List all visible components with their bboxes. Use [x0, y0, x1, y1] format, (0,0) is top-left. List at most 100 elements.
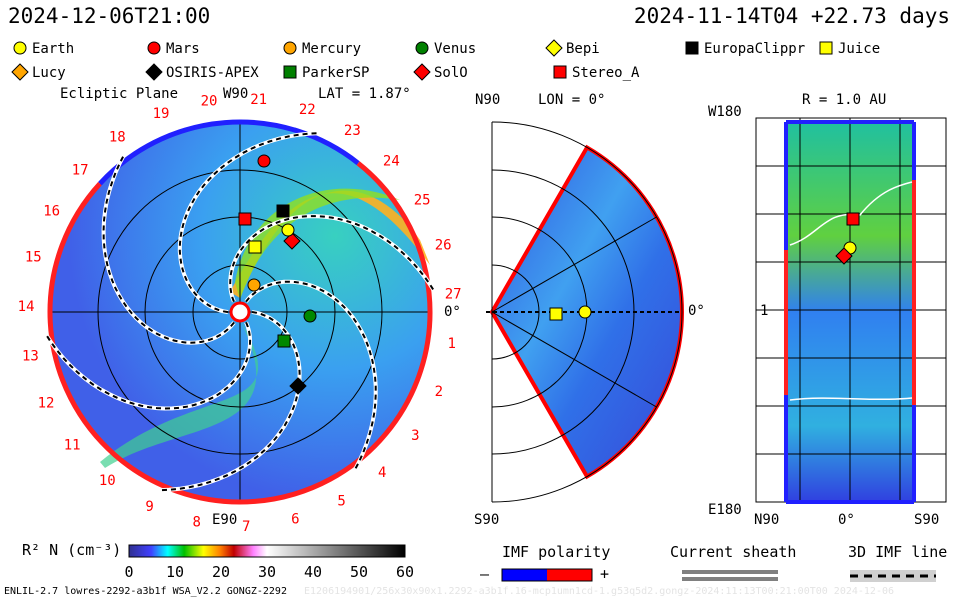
meridional-lon: LON = 0° [538, 92, 606, 108]
latitude-line [491, 216, 657, 313]
carrington-label: 22 [299, 102, 316, 118]
legend-label: Venus [434, 41, 476, 57]
stereo-a-marker [846, 212, 860, 226]
colorbar-tick: 30 [258, 563, 276, 581]
legend-item-bepi: Bepi [545, 39, 600, 57]
sun-icon [229, 301, 251, 323]
colorbar-tick: 10 [166, 563, 184, 581]
carrington-label: 27 [445, 286, 462, 302]
imf-line-dashes [245, 280, 377, 472]
diamond-marker-icon [11, 63, 29, 81]
europa-clipper-marker [276, 204, 290, 218]
legend-item-solo: SolO [413, 63, 468, 81]
radial-mid-label: 1 [760, 303, 769, 319]
carrington-label: 18 [109, 130, 126, 146]
carrington-label: 19 [153, 106, 170, 122]
legend-label: Juice [838, 41, 880, 57]
radial-x-right: S90 [914, 512, 940, 528]
juice-marker [549, 307, 563, 321]
colorbar [128, 544, 406, 558]
imf-line-label: 3D IMF line [848, 543, 948, 561]
imf-line-dashes [178, 132, 321, 314]
stereo-a-marker [238, 212, 252, 226]
ecliptic-lat: LAT = 1.87° [318, 86, 411, 102]
imf-negative-swatch [502, 569, 547, 581]
mercury-marker [247, 278, 261, 292]
legend-label: OSIRIS-APEX [166, 65, 259, 81]
radial-top-label: W180 [708, 104, 742, 120]
ecliptic-top-label: W90 [223, 86, 249, 102]
legend-item-mercury: Mercury [283, 41, 361, 57]
square-marker-icon [283, 65, 297, 79]
legend-item-juice: Juice [819, 41, 880, 57]
carrington-label: 5 [337, 493, 345, 509]
colorbar-tick: 50 [350, 563, 368, 581]
carrington-label: 6 [291, 512, 299, 528]
legend-item-osiris-apex: OSIRIS-APEX [145, 63, 259, 81]
imf-minus: – [480, 565, 490, 583]
current-sheath-swatch [682, 577, 778, 581]
carrington-label: 21 [250, 92, 267, 108]
square-marker-icon [553, 65, 567, 79]
radial-x-mid: 0° [838, 512, 855, 528]
imf-plus: + [600, 565, 610, 583]
carrington-label: 14 [18, 299, 35, 315]
carrington-label: 20 [201, 93, 218, 109]
circle-marker-icon [415, 41, 429, 55]
radial-x-left: N90 [754, 512, 780, 528]
carrington-label: 3 [411, 428, 419, 444]
radial-bottom-label: E180 [708, 502, 742, 518]
diamond-marker-icon [545, 39, 563, 57]
carrington-label: 4 [378, 465, 386, 481]
imf-polarity-label: IMF polarity [502, 543, 611, 561]
diamond-marker-icon [145, 63, 163, 81]
earth-marker [281, 223, 295, 237]
carrington-label: 16 [43, 203, 60, 219]
osiris-apex-marker [289, 377, 307, 395]
diamond-marker-icon [413, 63, 431, 81]
colorbar-tick: 0 [124, 563, 133, 581]
legend-label: Lucy [32, 65, 66, 81]
carrington-label: 11 [64, 438, 81, 454]
radius-arc [491, 121, 683, 503]
ecliptic-bottom-label: E90 [212, 512, 238, 528]
carrington-label: 1 [448, 336, 456, 352]
meridional-bottom-label: S90 [474, 512, 500, 528]
legend-item-mars: Mars [147, 41, 200, 57]
current-sheath [789, 181, 913, 246]
imf-positive-swatch [547, 569, 592, 581]
model-time: 2024-11-14T04 +22.73 days [633, 4, 950, 28]
circle-marker-icon [147, 41, 161, 55]
carrington-label: 26 [435, 238, 452, 254]
square-marker-icon [685, 41, 699, 55]
current-sheath-label: Current sheath [670, 543, 797, 561]
density-stream [235, 188, 400, 300]
legend-label: Mars [166, 41, 200, 57]
legend-label: SolO [434, 65, 468, 81]
carrington-label: 12 [38, 395, 55, 411]
legend-label: ParkerSP [302, 65, 369, 81]
legend-label: EuropaClippr [704, 41, 805, 57]
earth-marker [578, 305, 592, 319]
carrington-label: 7 [242, 519, 250, 535]
mars-marker [257, 154, 271, 168]
colorbar-tick: 40 [304, 563, 322, 581]
carrington-label: 2 [435, 384, 443, 400]
colorbar-label: R² N (cm⁻³) [22, 541, 122, 559]
carrington-label: 15 [25, 250, 42, 266]
legend-label: Mercury [302, 41, 361, 57]
square-marker-icon [819, 41, 833, 55]
faint-footer: E1206194901/256x30x90x1.2292-a3b1f.16-mc… [304, 586, 895, 597]
imf-line-dashes [44, 321, 252, 410]
carrington-label: 17 [72, 163, 89, 179]
legend-item-lucy: Lucy [11, 63, 66, 81]
parker-marker [277, 334, 291, 348]
imf-line-dashes [158, 311, 301, 492]
carrington-label: 10 [99, 473, 116, 489]
latitude-line [491, 311, 657, 408]
circle-marker-icon [13, 41, 27, 55]
current-sheath-swatch [682, 570, 778, 574]
imf-line-dashes [102, 153, 235, 344]
